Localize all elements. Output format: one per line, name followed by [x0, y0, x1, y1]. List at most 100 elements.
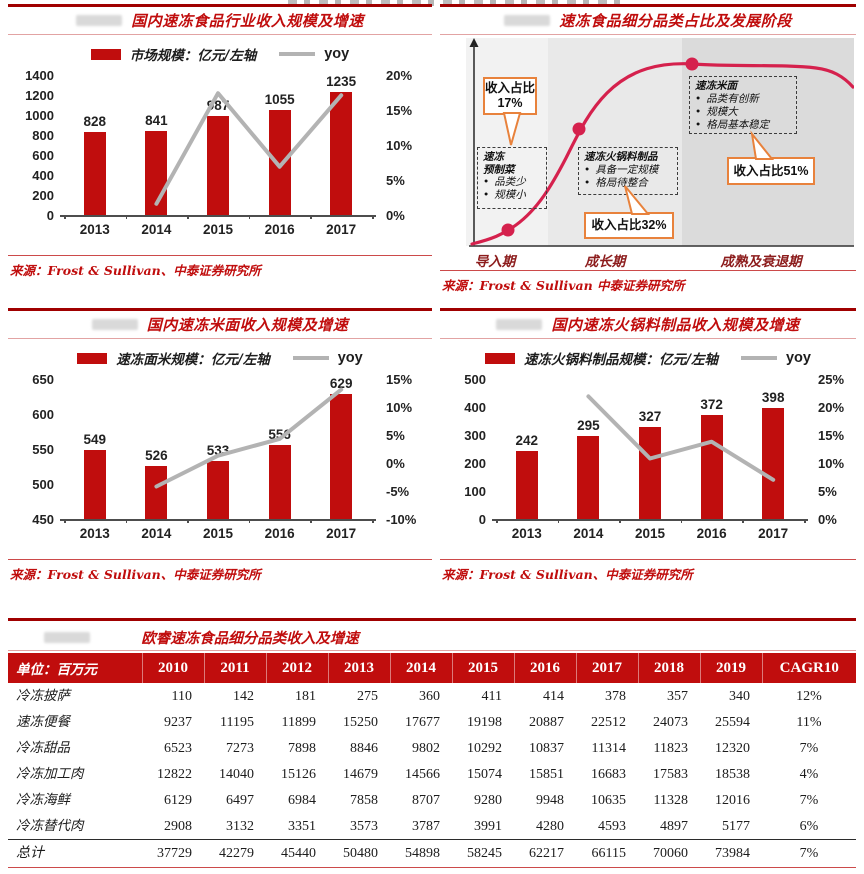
divider-source: [440, 270, 856, 271]
cell-value: 70060: [638, 839, 700, 866]
panel-category-stage-diagram: 速冻食品细分品类占比及发展阶段 速冻 预制菜 • 品类少 • 规模小: [440, 4, 856, 298]
table-row: 速冻便餐 9237 11195 11899 15250 17677 19198 20887 22…: [8, 709, 856, 735]
divider-thick: [8, 618, 856, 621]
redacted-figure-label: [504, 15, 551, 26]
right-axis-tick: 0%: [386, 456, 405, 471]
cell-value: 360: [419, 688, 440, 704]
divider-source: [8, 867, 856, 868]
divider-thick: [440, 308, 856, 311]
cell-value: 7273: [226, 740, 254, 756]
cell-value: 10635: [591, 792, 626, 808]
bar-2016: [700, 414, 723, 519]
cell-value: 2908: [164, 818, 192, 834]
bullet-icon: •: [695, 105, 702, 118]
cell-cagr: 11%: [796, 714, 822, 730]
legend: 市场规模：亿元/左轴 yoy: [8, 43, 432, 65]
cell-value: 17583: [653, 766, 688, 782]
stage-labels: 导入期 成长期 成熟及衰退期: [466, 250, 854, 270]
right-axis-tick: 10%: [386, 400, 413, 415]
row-label: 冷冻加工肉: [16, 765, 84, 782]
cell-value: 11899: [281, 714, 316, 730]
bullet-icon: •: [483, 176, 490, 188]
cell-value: 414: [543, 688, 564, 704]
panel-header: 速冻食品细分品类占比及发展阶段: [440, 7, 856, 34]
left-axis-tick: 300: [464, 428, 486, 443]
left-axis-tick: 0: [478, 512, 486, 527]
annotation-box-rice-noodle: 速冻米面 • 品类有创新 • 规模大 • 格局基本稳定: [689, 76, 797, 134]
x-axis-tick-mark: [742, 519, 744, 523]
table-row: 冷冻甜品 6523 7273 7898 8846 9802 10292 10837 11314 1…: [8, 735, 856, 761]
x-axis-label: 2017: [758, 526, 789, 541]
bar-chart-hotpot: 500 400 300 200 100 0 25% 20% 15% 10% 5% 0% 242 2013 2…: [440, 371, 856, 547]
redacted-figure-label: [44, 631, 90, 643]
bar-value-label: 372: [700, 396, 723, 412]
right-axis-tick: 5%: [386, 428, 405, 443]
x-axis-label: 2016: [264, 526, 295, 541]
right-axis-tick: 20%: [818, 400, 845, 415]
source-note: 来源：Frost & Sullivan、中泰证券研究所: [10, 567, 261, 582]
bar-value-label: 398: [761, 389, 785, 405]
bar-chart-industry: 1400 1200 1000 800 600 400 200 0 20% 15% 10% 5% 0% 82…: [8, 67, 432, 243]
right-axis-tick: 15%: [386, 103, 413, 118]
x-axis-label: 2014: [141, 526, 172, 541]
table-column-header: 2012: [266, 653, 329, 683]
panel-title: 速冻食品细分品类占比及发展阶段: [559, 12, 792, 30]
cell-value: 17677: [405, 714, 440, 730]
yoy-series-label: yoy: [324, 46, 350, 62]
bar-value-label: 242: [515, 433, 539, 449]
bar-value-label: 629: [329, 375, 353, 391]
cell-value: 9237: [164, 714, 192, 730]
bar-2017: [330, 393, 353, 519]
cell-value: 58245: [452, 839, 514, 866]
curve-point-growth: [572, 122, 586, 136]
right-axis-tick: 5%: [818, 484, 837, 499]
bar-2013: [83, 132, 106, 215]
table-column-header: 2013: [328, 653, 391, 683]
category-revenue-table: 单位：百万元 2010 2011 2012 2013 2014 2015 2016 2017 20…: [8, 653, 856, 866]
left-axis-tick: 100: [464, 484, 486, 499]
cell-value: 22512: [591, 714, 626, 730]
s-curve-path: [470, 62, 854, 246]
source-note: 来源：Frost & Sullivan 中泰证券研究所: [442, 278, 685, 293]
cell-cagr: 6%: [799, 818, 819, 834]
table-unit-header: 单位：百万元: [8, 653, 143, 683]
cell-value: 5177: [722, 818, 750, 834]
x-axis-tick-mark: [64, 519, 66, 523]
right-axis-tick: 0%: [386, 208, 405, 223]
callout-share-51: 收入占比51%: [727, 157, 815, 185]
cell-value: 9280: [474, 792, 502, 808]
x-axis-tick-mark: [125, 215, 128, 219]
bullet-icon: •: [584, 163, 591, 176]
cell-value: 20887: [529, 714, 564, 730]
cell-value: 15126: [281, 766, 316, 782]
cell-value: 3991: [474, 818, 502, 834]
table-header-row: 单位：百万元 2010 2011 2012 2013 2014 2015 2016 2017 20…: [8, 653, 856, 683]
panel-header: 国内速冻食品行业收入规模及增速: [8, 7, 432, 34]
cell-value: 12822: [157, 766, 192, 782]
right-axis-tick: 15%: [386, 372, 413, 387]
table-column-header: 2011: [204, 653, 267, 683]
bar-chart-rice-noodle: 650 600 550 500 450 15% 10% 5% 0% -5% -10% 549 2013 5…: [8, 371, 432, 547]
bar-series-label: 速冻火锅料制品规模：亿元/左轴: [524, 352, 718, 368]
left-axis-tick: 200: [464, 456, 486, 471]
cell-value: 378: [605, 688, 626, 704]
source-note: 来源：Frost & Sullivan、中泰证券研究所: [10, 263, 261, 278]
annotation-bullet: 规模小: [494, 189, 526, 201]
x-axis-tick-mark: [248, 519, 251, 523]
table-header: 欧睿速冻食品细分品类收入及增速: [8, 624, 856, 650]
cell-value: 4593: [598, 818, 626, 834]
cell-value: 11314: [591, 740, 626, 756]
panel-title: 国内速冻食品行业收入规模及增速: [131, 12, 364, 30]
x-axis-tick-mark: [804, 519, 806, 523]
bar-value-label: 1055: [264, 91, 295, 107]
x-axis-tick-mark: [187, 519, 189, 523]
cell-value: 11328: [653, 792, 688, 808]
cell-cagr: 7%: [799, 792, 819, 808]
line-series-swatch: [740, 356, 777, 360]
bar-value-label: 987: [206, 98, 230, 114]
x-axis-line: [60, 519, 376, 521]
divider-thick: [8, 4, 432, 7]
x-axis-label: 2016: [264, 222, 295, 237]
left-axis-tick: 1200: [25, 88, 54, 103]
cell-value: 142: [233, 688, 254, 704]
